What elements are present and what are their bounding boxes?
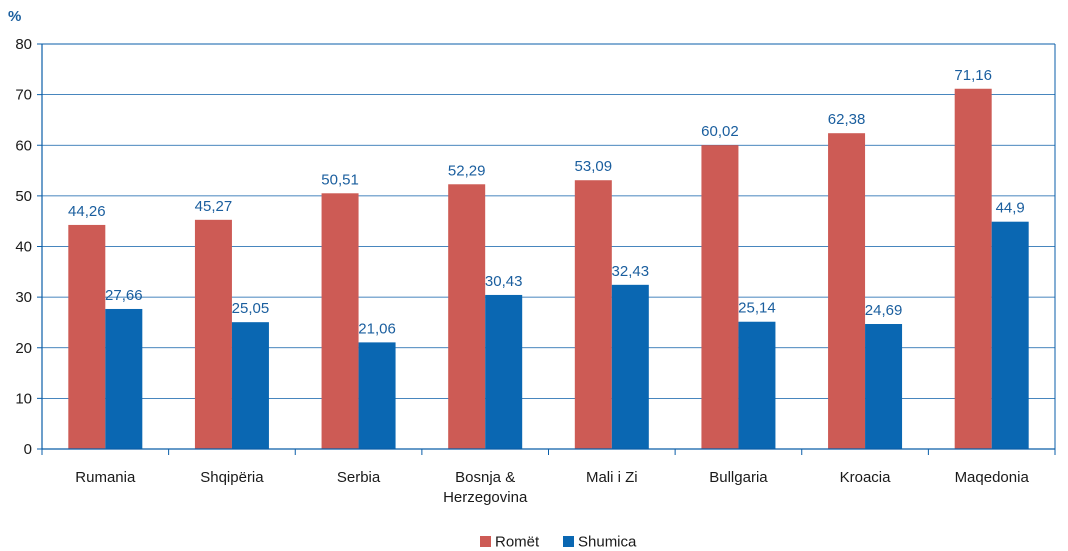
y-tick-label: 60 <box>15 137 32 154</box>
y-tick-label: 30 <box>15 289 32 306</box>
legend: Romët Shumica <box>480 534 637 551</box>
y-tick-label: 40 <box>15 239 32 256</box>
x-category-label: Kroacia <box>840 469 892 486</box>
data-label: 27,66 <box>105 287 143 304</box>
data-label: 32,43 <box>612 263 650 280</box>
data-label: 60,02 <box>701 123 739 140</box>
bar-romet <box>68 224 106 449</box>
x-category-label: Mali i Zi <box>586 469 638 486</box>
bar-romet <box>828 133 866 450</box>
bar-romet <box>574 180 612 449</box>
bar-romet <box>448 184 486 450</box>
bar-shumica <box>611 284 649 449</box>
legend-swatch <box>480 536 491 547</box>
bar-romet <box>194 219 232 449</box>
bar-romet <box>321 193 359 449</box>
x-category-label: Bosnja & <box>455 469 515 486</box>
bar-shumica <box>991 221 1029 449</box>
data-label: 25,14 <box>738 300 776 317</box>
data-label: 21,06 <box>358 320 396 337</box>
data-label: 44,9 <box>996 200 1025 217</box>
y-axis-unit-label: % <box>8 8 21 25</box>
x-category-label: Herzegovina <box>443 489 528 506</box>
bar-shumica <box>738 321 776 449</box>
y-tick-label: 70 <box>15 87 32 104</box>
data-labels: 44,26 27,66 45,27 25,05 50,51 21,06 52,29 30,43… <box>68 67 1025 338</box>
data-label: 52,29 <box>448 162 486 179</box>
legend-label: Romët <box>495 534 540 551</box>
bar-shumica <box>485 294 523 449</box>
x-axis-categories: Rumania Shqipëria Serbia Bosnja & Herzegovin… <box>75 469 1029 506</box>
gridlines <box>42 43 1055 399</box>
data-label: 53,09 <box>575 158 613 175</box>
bar-shumica <box>231 322 269 449</box>
data-label: 50,51 <box>321 171 359 188</box>
y-tick-label: 0 <box>24 441 32 458</box>
axes <box>41 43 1056 455</box>
bar-romet <box>954 88 992 449</box>
data-label: 30,43 <box>485 273 523 290</box>
bar-shumica <box>105 308 143 449</box>
data-label: 24,69 <box>865 302 903 319</box>
y-tick-label: 10 <box>15 390 32 407</box>
data-label: 71,16 <box>954 67 992 84</box>
x-category-label: Serbia <box>337 469 381 486</box>
y-tick-label: 20 <box>15 340 32 357</box>
data-label: 44,26 <box>68 203 106 220</box>
bars <box>68 88 1029 450</box>
x-category-label: Rumania <box>75 469 136 486</box>
data-label: 62,38 <box>828 111 866 128</box>
data-label: 45,27 <box>195 198 233 215</box>
data-label: 25,05 <box>232 300 270 317</box>
bar-romet <box>701 145 739 449</box>
y-tick-label: 50 <box>15 188 32 205</box>
x-category-label: Bullgaria <box>709 469 768 486</box>
bar-shumica <box>865 324 903 449</box>
x-category-label: Shqipëria <box>200 469 264 486</box>
x-category-label: Maqedonia <box>955 469 1030 486</box>
legend-swatch <box>563 536 574 547</box>
y-axis-ticks: 0 10 20 30 40 50 60 70 80 <box>15 36 42 458</box>
bar-shumica <box>358 342 396 449</box>
legend-label: Shumica <box>578 534 637 551</box>
y-tick-label: 80 <box>15 36 32 53</box>
